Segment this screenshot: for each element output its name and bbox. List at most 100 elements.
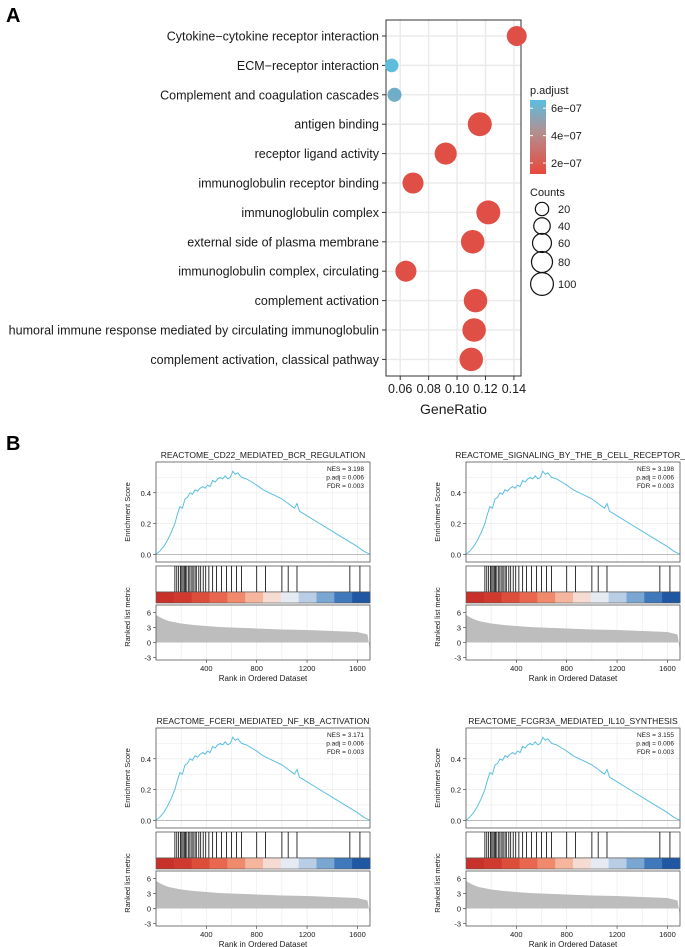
metric-panel-border — [155, 604, 371, 661]
gsea-panel: REACTOME_FCGR3A_MEDIATED_IL10_SYNTHESIS 0… — [433, 716, 681, 947]
hits-panel — [155, 565, 371, 593]
es-y-tick-label: 0.2 — [451, 786, 461, 795]
term-label: ECM−receptor interaction — [237, 59, 379, 73]
x-tick-label: 400 — [200, 930, 213, 939]
gsea-stat-text: FDR = 0.003 — [327, 749, 364, 756]
hits-panel — [465, 831, 681, 859]
rank-heat-segment — [608, 592, 627, 603]
es-curve-line — [155, 736, 371, 821]
legend-color-title: p.adjust — [530, 85, 569, 97]
x-tick-label: 1600 — [659, 664, 676, 673]
term-label: immunoglobulin complex, circulating — [178, 265, 379, 279]
rank-heat-segment — [626, 858, 645, 869]
rank-heat-segment — [519, 592, 538, 603]
x-tick-label: 1200 — [299, 664, 316, 673]
x-axis-title: Rank in Ordered Dataset — [529, 674, 618, 683]
size-legend-label: 80 — [558, 257, 570, 269]
dot-point — [402, 172, 424, 194]
colorbar-tick-label: 2e−07 — [551, 158, 582, 170]
gsea-title: REACTOME_SIGNALING_BY_THE_B_CELL_RECEPTO… — [455, 450, 685, 460]
metric-y-tick-label: 0 — [147, 639, 151, 648]
x-tick-label: 0.12 — [473, 382, 497, 396]
size-legend-label: 100 — [558, 279, 576, 291]
dot-point — [476, 200, 501, 225]
size-legend-label: 20 — [558, 204, 570, 216]
metric-y-tick-label: 0 — [457, 905, 461, 914]
rank-heat-segment — [537, 858, 556, 869]
x-tick-label: 0.08 — [416, 382, 440, 396]
metric-y-tick-label: 6 — [147, 609, 151, 618]
term-label: Cytokine−cytokine receptor interaction — [167, 30, 379, 44]
metric-panel-border — [465, 870, 681, 927]
rank-heat-segment — [191, 592, 210, 603]
x-tick-label: 0.06 — [388, 382, 412, 396]
x-tick-label: 800 — [250, 664, 263, 673]
rank-heat-segment — [316, 858, 335, 869]
rank-heat-segment — [626, 592, 645, 603]
metric-area — [156, 881, 370, 916]
rank-heat-segment — [555, 858, 574, 869]
es-panel-border — [155, 727, 371, 829]
metric-y-tick-label: 3 — [147, 890, 151, 899]
gsea-stat-text: p.adj = 0.006 — [326, 741, 364, 748]
rank-heat-segment — [173, 592, 193, 603]
gsea-stat-text: NES = 3.171 — [327, 732, 364, 739]
es-curve-line — [465, 470, 681, 555]
es-curve-line — [155, 470, 371, 555]
gsea-stat-text: NES = 3.155 — [637, 732, 674, 739]
gsea-stat-text: p.adj = 0.006 — [636, 475, 674, 482]
rank-heat-segment — [156, 858, 175, 869]
rank-heat-border — [155, 591, 371, 604]
es-panel-background — [156, 462, 370, 562]
rank-heat-border — [155, 857, 371, 870]
metric-y-axis-title: Ranked list metric — [433, 853, 442, 913]
rank-heat-segment — [263, 592, 282, 603]
dot-point — [467, 112, 492, 137]
size-legend-label: 40 — [558, 221, 570, 233]
term-label: antigen binding — [294, 118, 379, 132]
rank-heat-segment — [334, 858, 353, 869]
dot-point — [387, 87, 402, 102]
metric-panel-border — [155, 870, 371, 927]
size-legend-circle — [530, 250, 554, 274]
gsea-title: REACTOME_CD22_MEDIATED_BCR_REGULATION — [161, 450, 366, 460]
es-y-tick-label: 0.4 — [141, 489, 151, 498]
size-legend-circle — [531, 232, 553, 254]
es-panel-background — [156, 728, 370, 828]
es-y-tick-label: 0.2 — [141, 520, 151, 529]
rank-heat-segment — [573, 858, 592, 869]
rank-heat-border — [465, 857, 681, 870]
dot-point — [434, 142, 457, 165]
metric-y-tick-label: -3 — [454, 920, 461, 929]
rank-heat-segment — [280, 592, 300, 603]
metric-y-tick-label: 0 — [147, 905, 151, 914]
term-label: immunoglobulin complex — [241, 206, 379, 220]
metric-area — [466, 881, 680, 916]
gsea-title: REACTOME_FCERI_MEDIATED_NF_KB_ACTIVATION — [157, 716, 370, 726]
gsea-stat-text: NES = 3.198 — [327, 466, 364, 473]
gsea-panel: REACTOME_SIGNALING_BY_THE_B_CELL_RECEPTO… — [433, 450, 685, 683]
rank-heat-segment — [263, 858, 282, 869]
rank-heat-segment — [191, 858, 210, 869]
gsea-stat-text: FDR = 0.003 — [327, 483, 364, 490]
dot-point — [395, 260, 417, 282]
metric-area — [156, 615, 370, 650]
rank-heat-segment — [352, 592, 371, 603]
dotplot-chart: Cytokine−cytokine receptor interaction EC… — [9, 19, 582, 417]
metric-y-tick-label: -3 — [144, 654, 151, 663]
term-label: receptor ligand activity — [255, 147, 380, 161]
legend-size-title: Counts — [530, 187, 565, 199]
x-tick-label: 400 — [510, 930, 523, 939]
term-label: complement activation, classical pathway — [150, 353, 379, 367]
rank-heat-segment — [316, 592, 335, 603]
metric-y-axis-title: Ranked list metric — [123, 587, 132, 647]
es-panel-border — [465, 727, 681, 829]
x-tick-label: 1200 — [609, 930, 626, 939]
x-tick-label: 800 — [250, 930, 263, 939]
colorbar-tick-label: 4e−07 — [551, 131, 582, 143]
x-tick-label: 800 — [560, 664, 573, 673]
size-legend-circle — [529, 272, 554, 297]
metric-y-tick-label: 6 — [457, 609, 461, 618]
x-tick-label: 1200 — [609, 664, 626, 673]
